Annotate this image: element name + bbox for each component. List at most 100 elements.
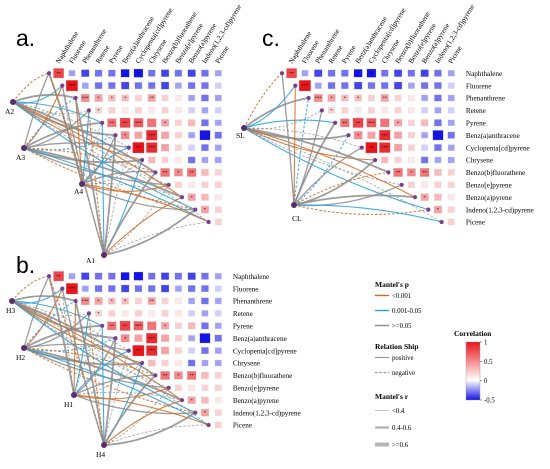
heatmap-cell (121, 310, 129, 317)
heatmap-cell (68, 272, 76, 280)
heatmap-cell (160, 118, 170, 127)
heatmap-cell (148, 107, 156, 114)
heatmap-cell (147, 69, 156, 77)
heatmap-cell (80, 93, 90, 103)
heatmap-cell (187, 156, 196, 164)
heatmap-cell (174, 82, 182, 89)
heatmap-cell (161, 156, 169, 164)
significance-mark: *** (82, 96, 90, 101)
mantel-link (101, 325, 105, 446)
row-label: Benzo(a)pyrene (466, 194, 512, 202)
significance-mark: * (124, 299, 127, 304)
mantel-link (12, 101, 116, 137)
mantel-link (243, 127, 429, 211)
anchor-dot (73, 95, 78, 101)
mantel-link (73, 387, 169, 400)
heatmap-cell (108, 82, 116, 90)
significance-mark: * (191, 398, 194, 403)
heatmap-cell (107, 321, 117, 331)
significance-mark: *** (315, 96, 323, 101)
heatmap-cell (201, 359, 209, 367)
mantel-link (103, 171, 157, 256)
heatmap-cell (421, 94, 429, 102)
significance-mark: ** (163, 373, 168, 378)
panel-2: b. ** ******* * * * ***** ** *** ** ***** ***** * ***… (6, 252, 301, 459)
heatmap-cell (133, 68, 144, 78)
heatmap-cell (201, 285, 209, 293)
heatmap-cell (447, 144, 455, 151)
heatmap-cell (120, 272, 130, 281)
heatmap-cell (201, 371, 209, 379)
row-label: Cyclopenta[cd]pyrene (466, 144, 530, 152)
panel-letter: a. (16, 25, 35, 51)
heatmap-cell (420, 193, 429, 202)
significance-mark: ** (110, 120, 115, 125)
mantel-link (23, 343, 129, 352)
heatmap-cell (214, 310, 222, 317)
mantel-link (74, 300, 105, 446)
heatmap-cell (188, 131, 196, 139)
mantel-link (103, 411, 196, 446)
heatmap-cell (394, 94, 402, 102)
heatmap-cell (201, 193, 209, 201)
heatmap-cell (173, 168, 183, 177)
mantel-link (103, 196, 183, 256)
heatmap-cell (379, 118, 390, 128)
heatmap-cell (188, 107, 196, 114)
heatmap-cell (201, 297, 209, 305)
heatmap-cell (214, 181, 222, 189)
significance-mark: * (204, 207, 207, 212)
mantel-link (23, 147, 209, 223)
mantel-link (243, 72, 283, 129)
heatmap-cell (134, 131, 143, 140)
mantel-link (61, 85, 83, 185)
anchor-dot (386, 170, 391, 175)
heatmap-cell (201, 272, 209, 280)
heatmap-cell (147, 82, 156, 90)
mantel-link (23, 147, 156, 173)
heatmap-cell (352, 117, 364, 128)
heatmap-cell (286, 68, 298, 79)
colorbar (465, 341, 481, 401)
heatmap-cell (187, 272, 196, 281)
significance-mark: * (191, 195, 194, 200)
heatmap-cell (393, 143, 403, 152)
heatmap-cell (447, 194, 455, 201)
heatmap-cell (214, 194, 222, 201)
heatmap-cell (94, 272, 103, 280)
heatmap-cell (133, 271, 144, 281)
heatmap-cell (120, 334, 130, 343)
heatmap-cell (214, 156, 222, 164)
mantel-link (103, 208, 196, 256)
significance-mark: ** (123, 323, 128, 328)
mantel-link (11, 300, 209, 426)
row-label: Benz(a)anthracene (233, 335, 287, 343)
mantel-link (81, 183, 169, 192)
heatmap-cell (174, 384, 182, 392)
heatmap-cell (174, 334, 182, 342)
heatmap-cell (328, 107, 336, 114)
mantel-link (103, 387, 170, 446)
mantel-link (23, 275, 50, 349)
significance-mark: * (177, 373, 180, 378)
heatmap-cell (95, 310, 103, 317)
mantel-link (243, 127, 389, 174)
legend-text: positive (392, 355, 414, 362)
anchor-dot (153, 170, 158, 175)
heatmap-cell (160, 346, 170, 355)
heatmap-cell (381, 107, 389, 114)
legend-text: -0.5 (484, 398, 495, 405)
heatmap-cell (214, 169, 222, 176)
heatmap-cell (214, 297, 222, 305)
legend-text: <0.001 (392, 293, 411, 300)
legend-text: Relation Ship (375, 342, 419, 351)
mantel-link (12, 93, 76, 103)
row-label: Pyrene (466, 120, 486, 128)
significance-mark: *** (148, 145, 156, 150)
mantel-link (23, 147, 196, 211)
mantel-link (293, 194, 416, 206)
heatmap-cell (146, 345, 158, 356)
row-label: Benzo(b)fluorathene (466, 169, 525, 177)
legend-text: 1 (484, 340, 487, 347)
